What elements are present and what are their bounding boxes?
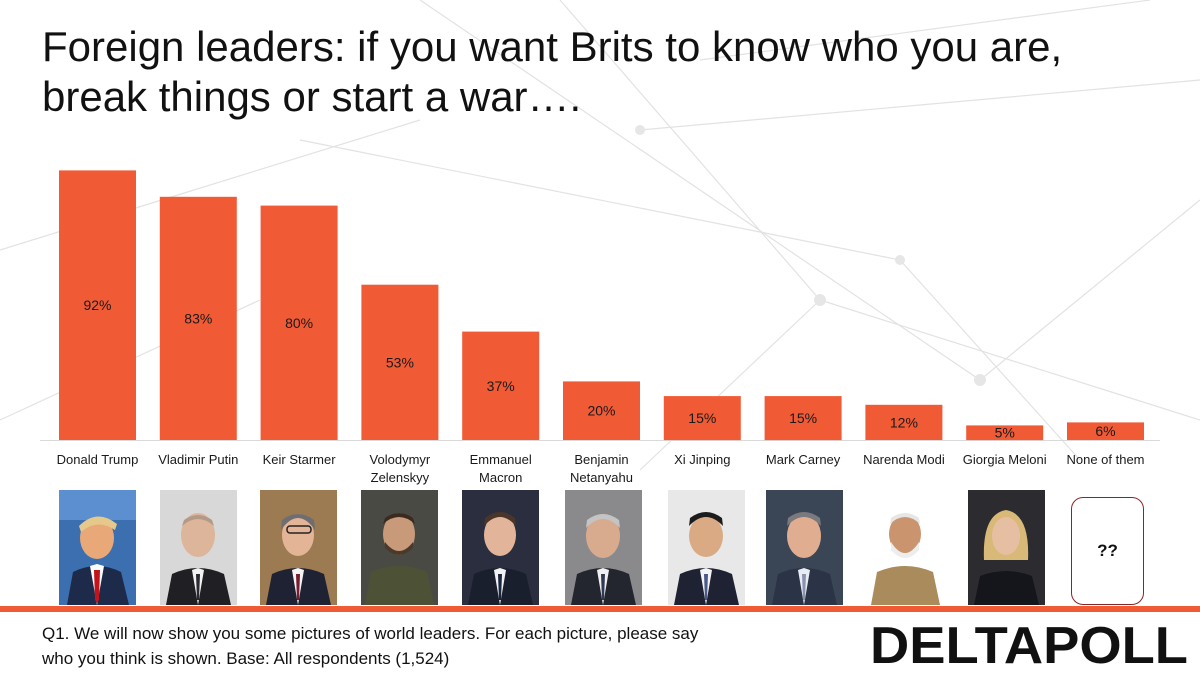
footer-divider xyxy=(0,606,1200,612)
category-label-line: Volodymyr xyxy=(370,452,431,467)
category-label-2: Keir Starmer xyxy=(263,452,337,467)
category-label-6: Xi Jinping xyxy=(674,452,730,467)
category-label-7: Mark Carney xyxy=(766,452,841,467)
photo-emmanuel-macron xyxy=(462,490,539,605)
data-label-0: 92% xyxy=(83,297,111,313)
category-label-line: Vladimir Putin xyxy=(158,452,238,467)
category-label-line: Mark Carney xyxy=(766,452,841,467)
data-label-9: 5% xyxy=(995,425,1015,441)
category-label-line: Emmanuel xyxy=(470,452,532,467)
category-label-line: Keir Starmer xyxy=(263,452,337,467)
category-label-line: None of them xyxy=(1066,452,1144,467)
photo-keir-starmer xyxy=(260,490,337,605)
bar-chart: 92% Donald Trump 83% Vladimir Putin 80% Keir … xyxy=(40,170,1160,485)
footnote-line-2: who you think is shown. Base: All respon… xyxy=(42,649,450,668)
bar-8 xyxy=(865,404,943,440)
category-label-3: Volodymyr Zelenskyy xyxy=(370,452,431,485)
photo-giorgia-meloni xyxy=(968,490,1045,605)
category-label-4: Emmanuel Macron xyxy=(470,452,532,485)
category-label-line: Netanyahu xyxy=(570,470,633,485)
unknown-leader-placeholder: ?? xyxy=(1071,497,1144,605)
deltapoll-logo: DELTAPOLL xyxy=(870,617,1188,670)
category-label-8: Narenda Modi xyxy=(863,452,945,467)
category-label-line: Donald Trump xyxy=(57,452,139,467)
category-label-0: Donald Trump xyxy=(57,452,139,467)
bar-7 xyxy=(764,396,842,441)
bar-0 xyxy=(59,170,136,440)
photo-xi-jinping xyxy=(668,490,745,605)
bar-6 xyxy=(663,396,741,441)
page-title: Foreign leaders: if you want Brits to kn… xyxy=(42,23,1063,120)
bar-4 xyxy=(462,331,540,440)
bar-9 xyxy=(966,425,1044,441)
data-label-6: 15% xyxy=(688,410,716,426)
photo-vladimir-putin xyxy=(160,490,237,605)
category-label-line: Macron xyxy=(479,470,522,485)
category-label-9: Giorgia Meloni xyxy=(963,452,1047,467)
bar-1 xyxy=(159,196,237,440)
category-label-10: None of them xyxy=(1066,452,1144,467)
category-label-line: Giorgia Meloni xyxy=(963,452,1047,467)
footnote-line-1: Q1. We will now show you some pictures o… xyxy=(42,624,699,643)
bar-5 xyxy=(563,381,640,440)
data-label-3: 53% xyxy=(386,354,414,370)
photo-volodymyr-zelenskyy xyxy=(361,490,438,605)
category-label-line: Benjamin xyxy=(574,452,628,467)
category-label-1: Vladimir Putin xyxy=(158,452,238,467)
survey-footnote: Q1. We will now show you some pictures o… xyxy=(42,621,842,671)
bar-10 xyxy=(1067,422,1144,440)
photo-donald-trump xyxy=(59,490,136,605)
data-label-2: 80% xyxy=(285,315,313,331)
data-label-1: 83% xyxy=(184,310,212,326)
data-label-8: 12% xyxy=(890,414,918,430)
data-label-5: 20% xyxy=(587,403,615,419)
photo-benjamin-netanyahu xyxy=(565,490,642,605)
category-label-line: Narenda Modi xyxy=(863,452,945,467)
photo-mark-carney xyxy=(766,490,843,605)
deltapoll-logo-text: DELTAPOLL xyxy=(870,617,1188,670)
category-label-line: Xi Jinping xyxy=(674,452,730,467)
data-label-4: 37% xyxy=(487,378,515,394)
bar-3 xyxy=(361,284,439,440)
category-label-line: Zelenskyy xyxy=(371,470,430,485)
data-label-10: 6% xyxy=(1095,423,1115,439)
photo-narenda-modi xyxy=(867,490,944,605)
category-label-5: Benjamin Netanyahu xyxy=(570,452,633,485)
bar-2 xyxy=(260,205,338,440)
data-label-7: 15% xyxy=(789,410,817,426)
